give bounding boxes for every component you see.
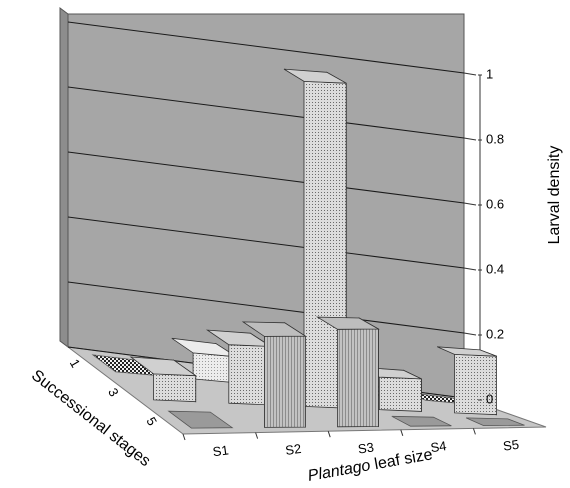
ticks-layer: 0 0.2 0.4 0.6 0.8 1 S1 S2 S3 S4 S5 1 3 5 [67, 66, 520, 459]
x-tick-label: S1 [212, 442, 230, 459]
side-wall [59, 7, 69, 348]
gridline [67, 21, 465, 74]
bar-front [263, 335, 306, 428]
bars-layer [91, 68, 525, 429]
gridline [67, 281, 465, 334]
gridline [67, 216, 465, 269]
y-tick-label: 0.2 [486, 326, 504, 341]
gridline-right-stub [463, 72, 477, 76]
bar-zero [465, 417, 525, 427]
z-tick-label: 5 [143, 414, 160, 428]
y-tick-label: 1 [486, 66, 493, 81]
x-tick-label: S2 [284, 441, 302, 458]
bar-top [205, 329, 273, 347]
x-tick-mark [400, 429, 404, 436]
x-tick-mark [182, 433, 186, 441]
gridline [67, 86, 465, 139]
bar-top [436, 346, 497, 357]
y-tick-label: 0.4 [486, 261, 504, 276]
bar-front [378, 376, 422, 412]
bar-top [171, 337, 237, 358]
x-tick-mark [472, 428, 476, 435]
bar [241, 321, 307, 428]
bar-top [283, 68, 347, 84]
bar [360, 366, 422, 413]
gridline-right-stub [463, 137, 477, 141]
y-tick-label: 0.8 [486, 131, 504, 146]
bar-top [241, 321, 307, 337]
bar-zero [391, 415, 452, 427]
x-tick-label: S4 [430, 438, 448, 455]
y-axis-title: Larval density [546, 146, 563, 245]
bar-zero [167, 410, 234, 429]
y-tick-label: 0.6 [486, 196, 504, 211]
x-tick-mark [327, 431, 331, 438]
z-tick-label: 1 [67, 356, 84, 370]
x-axis-title-rest: leaf size [369, 446, 434, 474]
gridline-right-stub [463, 202, 477, 206]
bar [436, 346, 498, 416]
bar-front [337, 328, 379, 428]
bar-front [153, 373, 197, 403]
x-axis-title-italic: Plantago [307, 457, 372, 485]
bar-top [315, 316, 380, 330]
bar-top [129, 356, 198, 377]
gridline-right-stub [463, 267, 477, 271]
x-tick-label: S3 [357, 440, 375, 457]
bar [129, 356, 198, 403]
y-tick-label: 0 [486, 391, 493, 406]
x-tick-label: S5 [502, 437, 520, 454]
bar [315, 316, 380, 428]
z-tick-label: 3 [105, 385, 122, 399]
x-tick-mark [255, 432, 259, 439]
gridline-right-stub [463, 332, 477, 336]
gridline [67, 151, 465, 204]
